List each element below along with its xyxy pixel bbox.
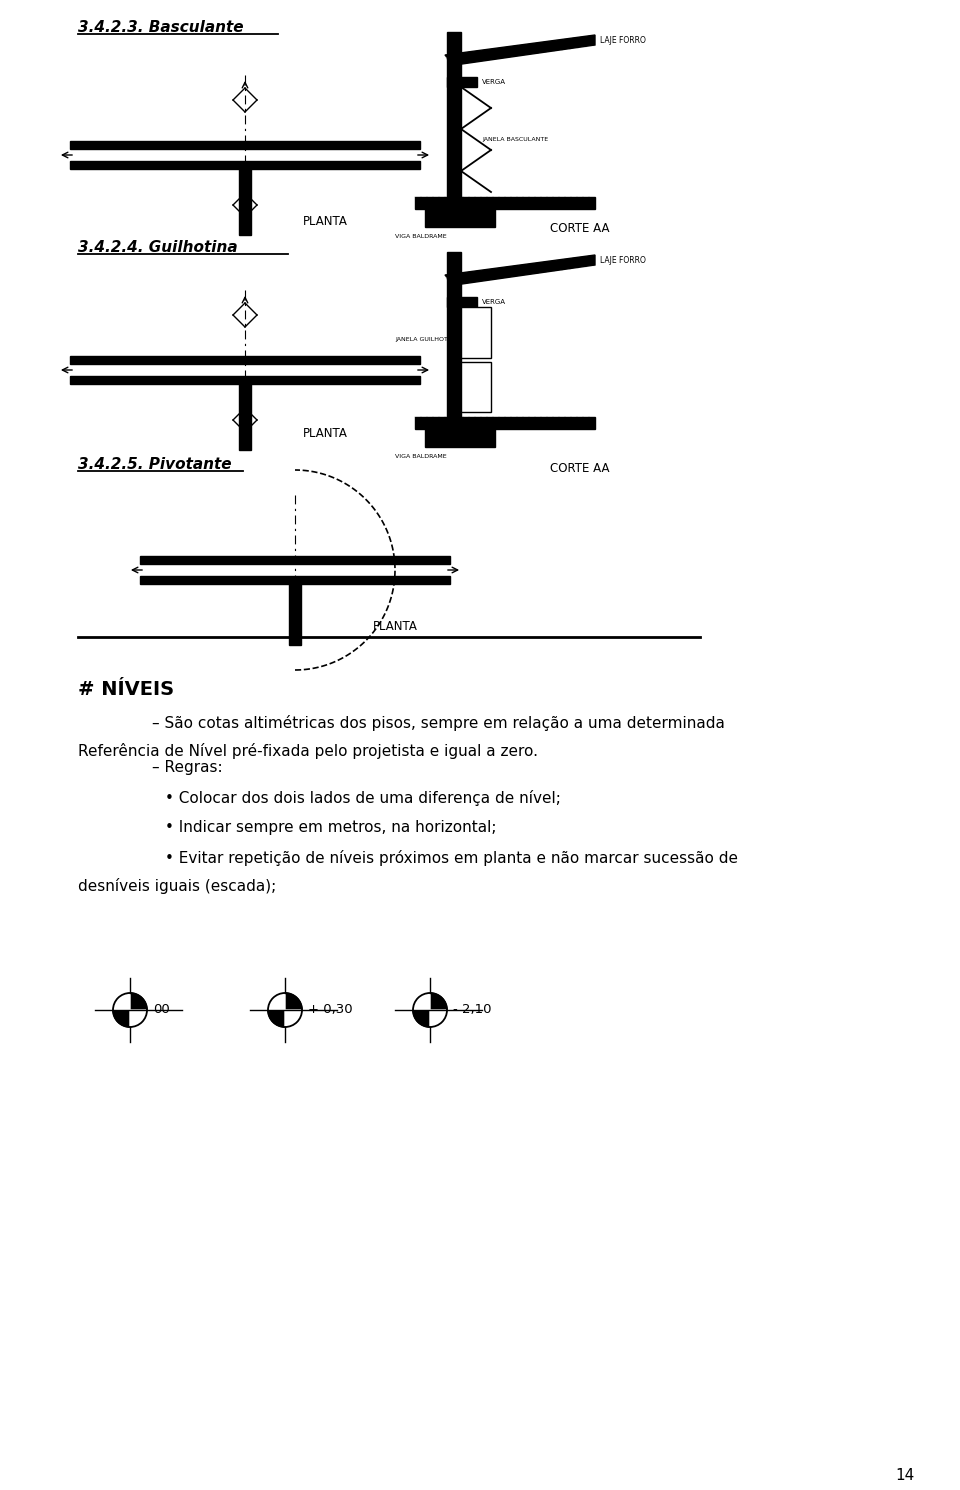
Polygon shape: [239, 168, 251, 235]
Polygon shape: [70, 142, 420, 149]
Polygon shape: [70, 375, 420, 384]
Polygon shape: [113, 992, 130, 1010]
Text: PLANTA: PLANTA: [302, 428, 348, 440]
Text: PLANTA: PLANTA: [302, 215, 348, 228]
Polygon shape: [425, 209, 495, 226]
Polygon shape: [447, 77, 477, 86]
Polygon shape: [113, 1010, 130, 1027]
Polygon shape: [447, 31, 461, 222]
Text: – Regras:: – Regras:: [152, 760, 223, 775]
Polygon shape: [130, 992, 147, 1010]
Polygon shape: [285, 992, 302, 1010]
Text: VIGA BALDRAME: VIGA BALDRAME: [395, 454, 446, 459]
Polygon shape: [415, 197, 595, 209]
Text: • Indicar sempre em metros, na horizontal;: • Indicar sempre em metros, na horizonta…: [165, 820, 496, 834]
Text: VIGA BALDRAME: VIGA BALDRAME: [395, 234, 446, 238]
Polygon shape: [285, 1010, 302, 1027]
Text: desníveis iguais (escada);: desníveis iguais (escada);: [78, 878, 276, 894]
Text: LAJE FORRO: LAJE FORRO: [600, 36, 646, 45]
Polygon shape: [461, 307, 491, 358]
Text: VERGA: VERGA: [482, 79, 506, 85]
Text: CONTRA PISO: CONTRA PISO: [482, 200, 529, 206]
Polygon shape: [461, 362, 491, 413]
Text: CONTRA PISO: CONTRA PISO: [482, 420, 529, 426]
Polygon shape: [430, 992, 447, 1010]
Text: JANELA BASCULANTE: JANELA BASCULANTE: [482, 137, 548, 142]
Text: 14: 14: [896, 1468, 915, 1483]
Polygon shape: [70, 356, 420, 364]
Text: 00: 00: [153, 1003, 170, 1016]
Polygon shape: [140, 577, 450, 584]
Polygon shape: [425, 429, 495, 447]
Text: + 0,30: + 0,30: [308, 1003, 352, 1016]
Polygon shape: [239, 384, 251, 450]
Polygon shape: [430, 1010, 447, 1027]
Text: • Evitar repetição de níveis próximos em planta e não marcar sucessão de: • Evitar repetição de níveis próximos em…: [165, 849, 738, 866]
Text: PLANTA: PLANTA: [372, 620, 418, 633]
Polygon shape: [268, 992, 285, 1010]
Text: LAJE FORRO: LAJE FORRO: [600, 255, 646, 265]
Text: JANELA GUILHOTINA: JANELA GUILHOTINA: [395, 337, 459, 343]
Polygon shape: [70, 161, 420, 168]
Polygon shape: [413, 1010, 430, 1027]
Text: Referência de Nível pré-fixada pelo projetista e igual a zero.: Referência de Nível pré-fixada pelo proj…: [78, 744, 538, 758]
Text: VERGA: VERGA: [482, 299, 506, 305]
Polygon shape: [445, 255, 595, 285]
Text: – São cotas altimétricas dos pisos, sempre em relação a uma determinada: – São cotas altimétricas dos pisos, semp…: [152, 715, 725, 732]
Polygon shape: [445, 34, 595, 66]
Text: # NÍVEIS: # NÍVEIS: [78, 679, 174, 699]
Polygon shape: [447, 252, 461, 443]
Text: 3.4.2.3. Basculante: 3.4.2.3. Basculante: [78, 19, 244, 34]
Text: - 2,10: - 2,10: [453, 1003, 492, 1016]
Polygon shape: [447, 297, 477, 307]
Polygon shape: [268, 1010, 285, 1027]
Polygon shape: [140, 556, 450, 565]
Text: • Colocar dos dois lados de uma diferença de nível;: • Colocar dos dois lados de uma diferenç…: [165, 790, 561, 806]
Text: 3.4.2.5. Pivotante: 3.4.2.5. Pivotante: [78, 457, 231, 472]
Polygon shape: [413, 992, 430, 1010]
Polygon shape: [415, 417, 595, 429]
Text: 3.4.2.4. Guilhotina: 3.4.2.4. Guilhotina: [78, 240, 238, 255]
Polygon shape: [289, 584, 301, 645]
Text: CORTE AA: CORTE AA: [550, 222, 610, 235]
Text: CORTE AA: CORTE AA: [550, 462, 610, 475]
Polygon shape: [130, 1010, 147, 1027]
